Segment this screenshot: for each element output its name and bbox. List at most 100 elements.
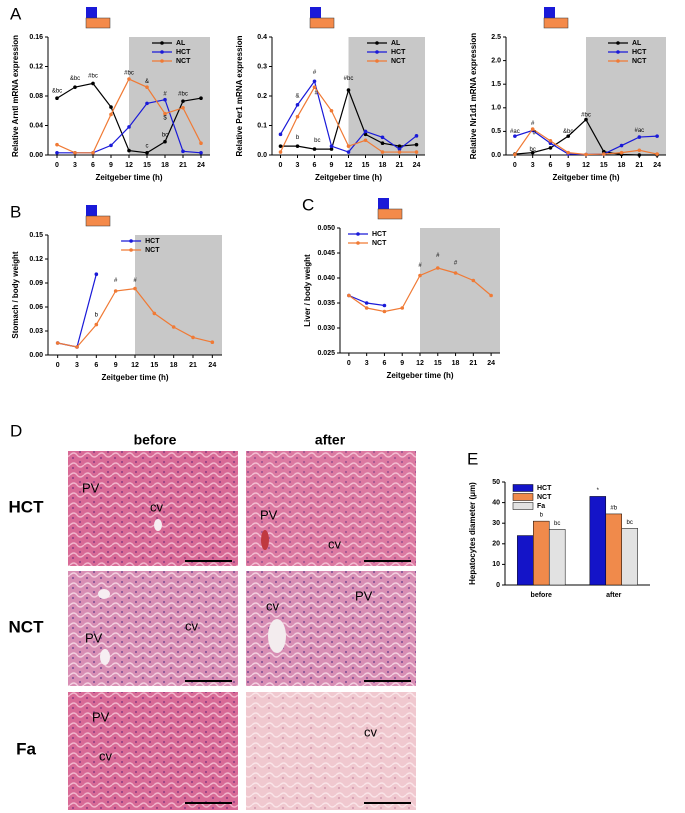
point [619, 150, 624, 155]
x-tick-label: 12 [345, 162, 353, 169]
column-header: after [315, 432, 346, 448]
y-tick-label: 0.050 [317, 225, 335, 232]
point [397, 144, 402, 148]
vessel [154, 519, 162, 531]
point [91, 150, 95, 155]
point [55, 142, 59, 147]
point [513, 152, 517, 157]
y-axis-label: Relative Nr1d1 mRNA expression [469, 33, 478, 160]
point [145, 85, 149, 89]
annotation: # [315, 91, 319, 97]
y-tick-label: 0.5 [491, 128, 501, 135]
annotation: #ac [510, 129, 520, 135]
legend-marker [375, 41, 379, 45]
point [584, 152, 588, 157]
point [397, 147, 402, 151]
annotation: #bc [344, 76, 354, 82]
y-tick-label: 0.025 [317, 350, 335, 357]
y-tick-label: 20 [492, 541, 500, 548]
dark-phase [135, 235, 222, 355]
y-tick-label: 1.0 [491, 105, 501, 112]
chart: 0 3 6 9 12 15 18 21 24 0.025 0.030 0.035 0.040 0.045 0… [303, 198, 500, 380]
x-tick-label: 12 [131, 362, 139, 369]
point [364, 306, 369, 310]
annotation: # [313, 70, 317, 76]
bar [605, 513, 622, 586]
annotation: bc [314, 138, 320, 144]
point [163, 139, 167, 144]
y-tick-label: 0.0 [491, 152, 501, 159]
x-tick-label: 15 [362, 162, 370, 169]
x-tick-label: 12 [125, 162, 133, 169]
x-tick-label: 12 [582, 162, 590, 169]
point [73, 150, 77, 155]
annotation: # [531, 121, 535, 127]
icon [309, 17, 335, 29]
x-tick-label: 24 [208, 362, 216, 369]
point [278, 132, 283, 137]
legend-marker [129, 248, 133, 252]
point [530, 127, 535, 131]
point [199, 150, 203, 155]
point [363, 129, 368, 134]
y-tick-label: 40 [492, 499, 500, 506]
tissue-label: PV [355, 588, 373, 603]
legend-marker [160, 41, 164, 45]
legend-label: NCT [537, 494, 552, 501]
y-tick-label: 0.08 [29, 93, 43, 100]
legend-swatch [512, 493, 534, 501]
y-tick-label: 0.040 [317, 275, 335, 282]
point [397, 150, 402, 154]
point [380, 141, 385, 145]
annotation: b [296, 135, 300, 141]
x-tick-label: 24 [197, 162, 205, 169]
micrograph [246, 692, 416, 810]
y-tick-label: 0.3 [257, 63, 267, 70]
annotation: bc [627, 520, 633, 526]
vessel [100, 649, 110, 665]
legend-swatch [512, 484, 534, 492]
legend-label: Fa [537, 503, 545, 510]
point [363, 132, 368, 137]
point [163, 97, 167, 102]
y-tick-label: 0.035 [317, 300, 335, 307]
y-tick-label: 0.2 [257, 93, 267, 100]
point [601, 152, 606, 156]
scale-bars [185, 560, 411, 804]
annotation: & [295, 94, 299, 100]
panel-letter: D [10, 421, 22, 440]
point [548, 139, 553, 143]
icon [543, 17, 569, 29]
x-tick-label: 3 [531, 162, 535, 169]
point [346, 144, 351, 148]
legend-label: HCT [391, 49, 406, 56]
point [347, 293, 351, 298]
row-header: Fa [16, 739, 36, 758]
annotation: #bc [88, 74, 98, 80]
point [414, 150, 419, 154]
legend-label: AL [632, 40, 642, 47]
y-tick-label: 0.15 [29, 232, 43, 239]
annotation: $ [163, 116, 167, 122]
y-axis-label: Liver / body weight [303, 254, 312, 327]
point [637, 153, 642, 157]
point [191, 335, 195, 340]
point [655, 134, 659, 138]
point [548, 146, 553, 150]
point [210, 340, 215, 345]
annotation: # [114, 278, 118, 284]
x-tick-label: 9 [400, 360, 404, 367]
point [382, 303, 387, 308]
x-tick-label: 6 [548, 162, 552, 169]
y-axis-label: Relative Arntl mRNA expression [11, 35, 20, 157]
annotation: &bc [563, 129, 573, 135]
legend-label: AL [391, 40, 401, 47]
annotation: &bc [70, 76, 80, 82]
y-tick-label: 0.06 [29, 304, 43, 311]
point [94, 322, 99, 327]
annotation: #ac [634, 128, 644, 134]
annotation: # [533, 130, 537, 136]
point [94, 272, 99, 277]
x-tick-label: 9 [109, 162, 113, 169]
